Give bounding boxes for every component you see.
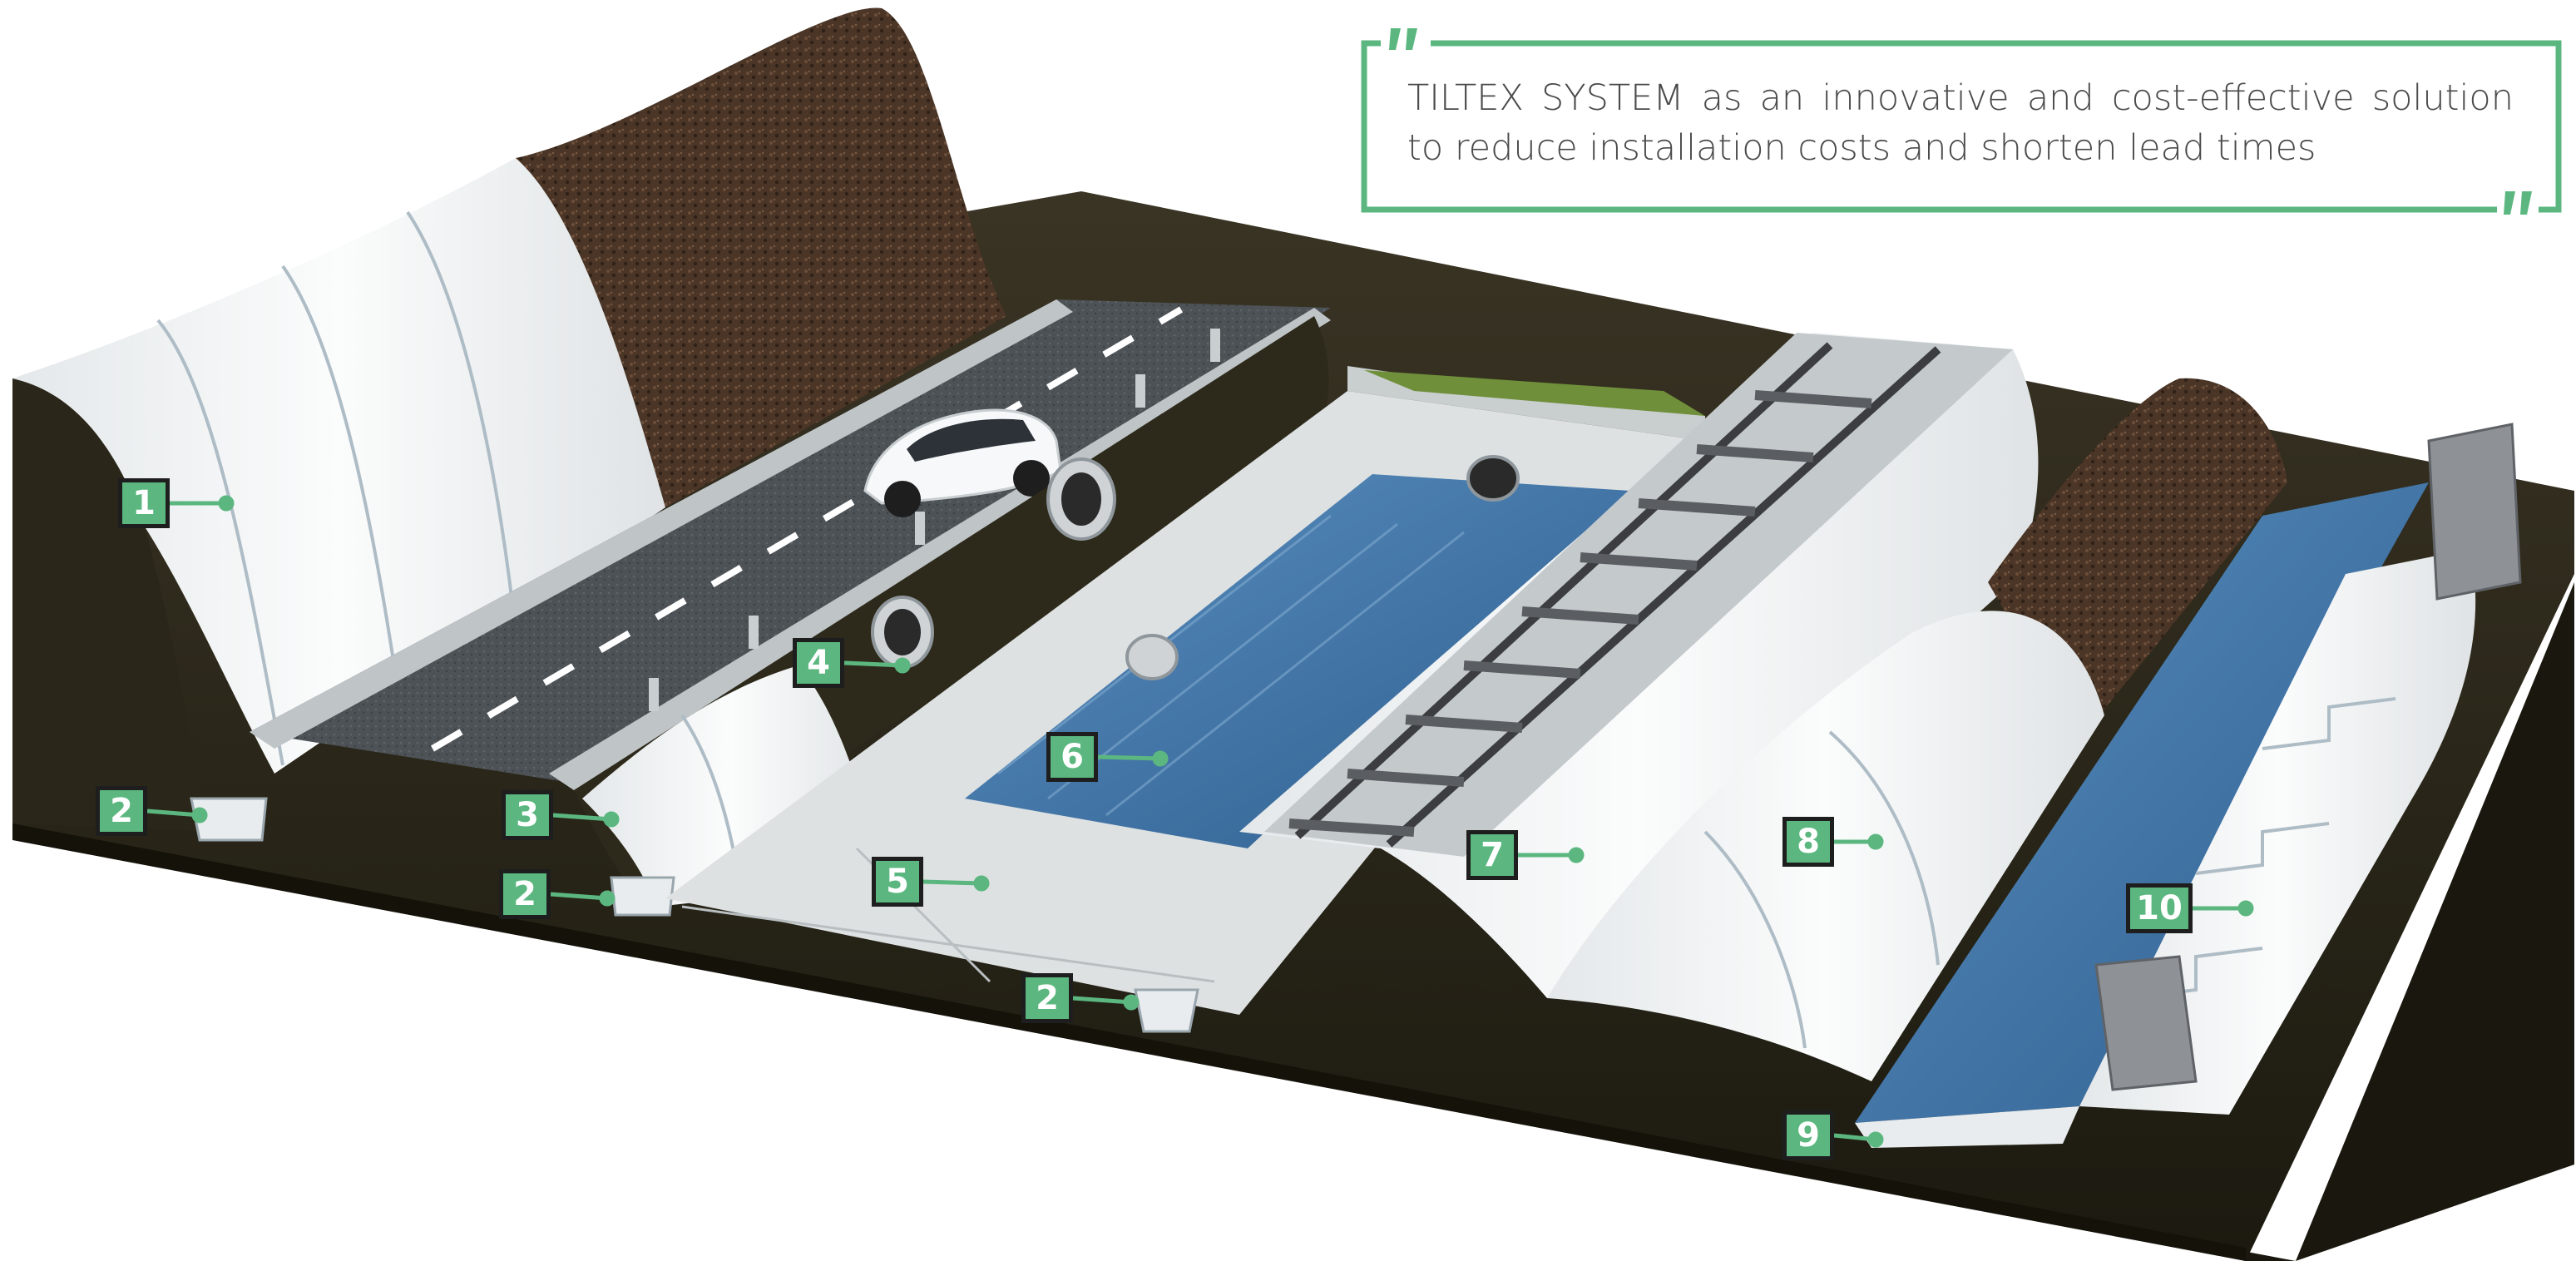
mulch-slope-left <box>516 7 1006 507</box>
road <box>250 299 1331 790</box>
callout-2b: 2 <box>499 869 551 919</box>
callout-7: 7 <box>1466 830 1518 880</box>
river-channel <box>1855 482 2429 1148</box>
callout-9: 9 <box>1782 1110 1834 1160</box>
callout-2c: 2 <box>1021 973 1073 1023</box>
pond <box>665 366 1705 1015</box>
quote-frame <box>1361 40 2562 213</box>
quote-text: TILTEX SYSTEM as an innovative and cost-… <box>1407 77 2514 169</box>
culvert-pipes <box>871 455 1520 680</box>
barrier-posts <box>649 329 1220 711</box>
callout-4: 4 <box>793 638 844 688</box>
soil-front-left <box>12 378 208 832</box>
callout-10: 10 <box>2126 883 2193 933</box>
callout-5: 5 <box>872 857 923 907</box>
rail-track <box>1288 342 1941 848</box>
quote-marks <box>1389 28 2532 215</box>
callout-8: 8 <box>1782 817 1834 867</box>
callout-1: 1 <box>118 478 170 528</box>
drain-channel-b <box>610 876 675 917</box>
callout-6: 6 <box>1046 732 1098 782</box>
gabion-wall <box>2094 423 2522 1091</box>
car <box>863 408 1062 517</box>
quote-box: TILTEX SYSTEM as an innovative and cost-… <box>1361 43 2559 210</box>
callout-leaders <box>146 495 2254 1148</box>
drain-channel-a <box>190 797 268 842</box>
drain-channel-c <box>1134 988 1199 1033</box>
callout-2a: 2 <box>96 786 147 836</box>
callout-3: 3 <box>502 790 553 840</box>
